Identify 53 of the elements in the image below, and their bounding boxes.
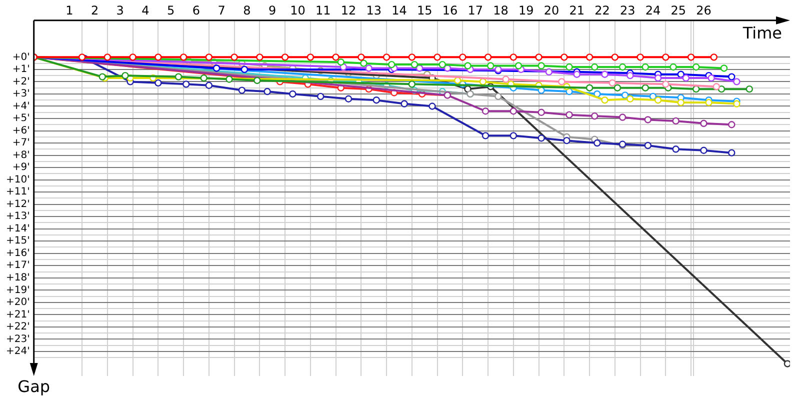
y-tick-label: +21' [6, 309, 30, 320]
x-tick-label: 24 [645, 3, 661, 18]
y-tick-label: +10' [6, 174, 30, 186]
y-tick-label: +22' [6, 322, 30, 333]
x-tick-label: 1 [66, 3, 74, 18]
x-tick-label: 13 [366, 3, 382, 18]
y-tick-label: +3' [12, 88, 30, 100]
x-tick-label: 11 [315, 3, 331, 18]
x-tick-label: 25 [670, 3, 686, 18]
y-tick-label: +23' [6, 334, 30, 345]
y-tick-label: +14' [6, 223, 30, 234]
x-tick-label: 16 [442, 3, 458, 18]
y-tick-label: +7' [12, 138, 30, 149]
y-tick-label: +12' [6, 198, 30, 210]
x-tick-label: 3 [116, 3, 124, 18]
x-tick-label: 17 [468, 3, 483, 18]
x-tick-label: 21 [569, 3, 584, 18]
y-tick-label: +24' [6, 346, 30, 358]
y-tick-label: +11' [6, 186, 30, 198]
y-tick-label: +8' [12, 150, 30, 161]
x-tick-label: 4 [142, 3, 150, 18]
x-tick-label: 20 [544, 3, 560, 18]
y-tick-label: +1' [12, 64, 30, 76]
y-tick-label: +15' [6, 236, 30, 247]
x-tick-label: 10 [290, 3, 306, 18]
x-tick-label: 8 [243, 3, 251, 18]
x-tick-label: 6 [192, 3, 200, 18]
y-tick-label: +6' [12, 125, 30, 136]
x-tick-label: 23 [620, 3, 636, 18]
x-tick-label: 22 [594, 3, 610, 18]
x-tick-label: 18 [493, 3, 508, 18]
x-axis-title: Time [742, 24, 782, 43]
x-tick-label: 19 [518, 3, 534, 18]
x-tick-label: 9 [268, 3, 276, 18]
y-tick-label: +17' [6, 260, 30, 272]
y-tick-label: +16' [6, 248, 30, 259]
y-tick-label: +13' [6, 211, 30, 222]
y-tick-label: +2' [12, 76, 30, 88]
y-tick-label: +5' [12, 113, 30, 124]
x-tick-label: 14 [392, 3, 407, 18]
y-tick-label: +18' [6, 272, 30, 284]
y-tick-label: +20' [6, 297, 30, 308]
x-tick-label: 12 [340, 3, 356, 18]
y-tick-label: +4' [12, 100, 30, 112]
x-tick-label: 5 [167, 3, 175, 18]
y-tick-label: +19' [6, 284, 30, 296]
x-tick-label: 7 [218, 3, 226, 18]
y-tick-label: +0' [12, 52, 30, 63]
y-axis-title: Gap [18, 377, 50, 396]
x-tick-label: 2 [90, 3, 99, 18]
x-tick-label: 26 [696, 3, 712, 18]
x-tick-label: 15 [416, 3, 432, 18]
y-tick-label: +9' [12, 162, 30, 174]
